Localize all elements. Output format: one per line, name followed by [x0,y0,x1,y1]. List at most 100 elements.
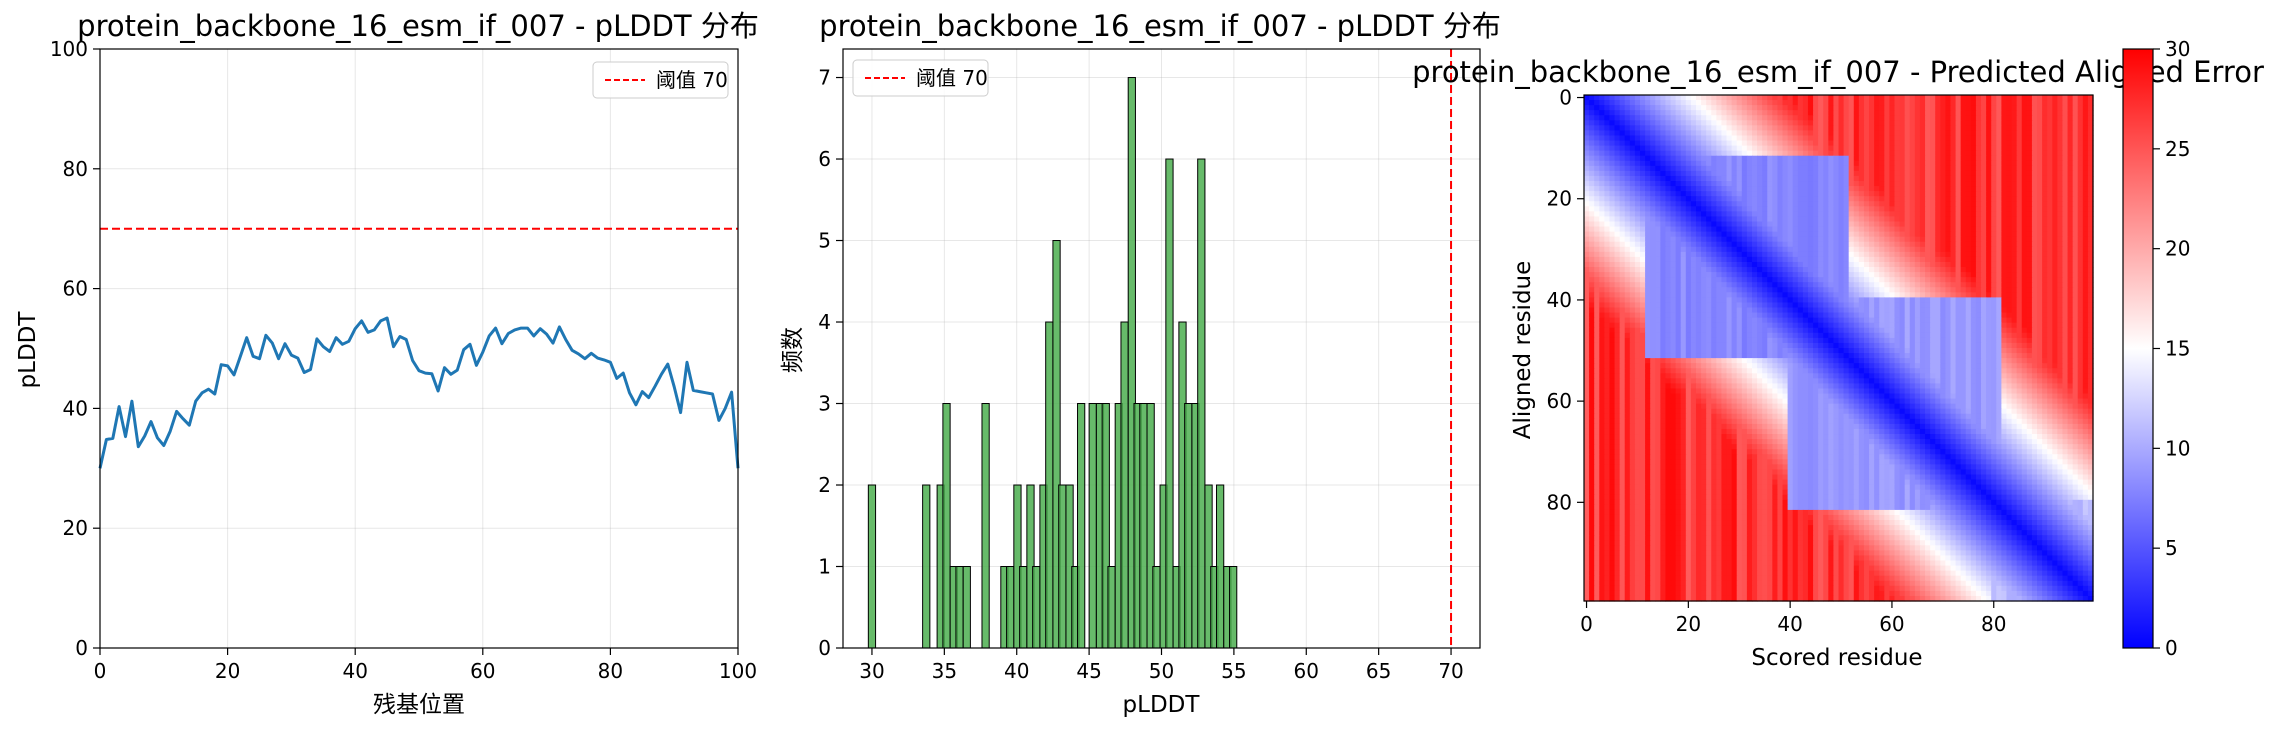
pae-heatmap-cell [1624,95,1631,101]
pae-heatmap-cell [2062,135,2069,142]
pae-heatmap-cell [1863,267,1870,273]
pae-heatmap-cell [2087,216,2094,223]
pae-heatmap-cell [1777,317,1784,324]
pae-heatmap-cell [2037,307,2043,314]
pae-heatmap-cell [1777,100,1784,106]
pae-heatmap-cell [1940,216,1946,223]
pae-heatmap-cell [1670,135,1677,142]
pae-heatmap-cell [1675,130,1682,137]
pae-heatmap-cell [1858,246,1865,253]
pae-heatmap-cell [1818,140,1824,147]
pae-heatmap-cell [1721,191,1728,197]
pae-heatmap-cell [1899,297,1906,304]
pae-heatmap-cell [1701,282,1707,288]
pae-heatmap-cell [1701,145,1707,152]
pae-heatmap-cell [1950,201,1957,207]
pae-heatmap-cell [2037,332,2043,339]
pae-heatmap-cell [1675,120,1682,126]
pae-heatmap-cell [1828,307,1835,314]
pae-heatmap-cell [1874,307,1880,314]
pae-heatmap-cell [2077,302,2084,309]
pae-heatmap-cell [1884,292,1890,298]
pae-heatmap-cell [1909,160,1916,167]
pae-heatmap-cell [1838,175,1845,182]
pae-heatmap-cell [1614,317,1621,324]
pae-heatmap-cell [1777,160,1784,167]
pae-heatmap-cell [1935,322,1941,329]
pae-heatmap-cell [2021,246,2028,253]
pae-heatmap-cell [2077,287,2084,293]
pae-heatmap-cell [1828,160,1835,167]
pae-heatmap-cell [1777,226,1784,233]
pae-heatmap-cell [1965,256,1972,263]
pae-heatmap-cell [2006,322,2013,329]
pae-heatmap-cell [1955,297,1962,304]
pae-heatmap-cell [1751,145,1758,152]
pae-heatmap-cell [1650,191,1656,197]
pae-heatmap-cell [1721,307,1728,314]
pae-heatmap-cell [1589,100,1595,106]
pae-heatmap-cell [2072,115,2079,121]
pae-heatmap-cell [1935,287,1941,293]
pae-heatmap-cell [1639,272,1646,278]
pae-heatmap-cell [1614,287,1621,293]
pae-heatmap-cell [1843,277,1850,283]
pae-heatmap-cell [1670,216,1677,223]
histogram-y-tick-label: 7 [818,66,831,90]
pae-heatmap-cell [2067,216,2074,223]
pae-heatmap-cell [1695,186,1702,192]
pae-heatmap-cell [1645,231,1651,238]
pae-heatmap-cell [1970,327,1977,334]
pae-heatmap-cell [1650,221,1656,228]
pae-heatmap-cell [1655,125,1661,132]
pae-heatmap-cell [1701,206,1707,212]
pae-heatmap-cell [1823,216,1829,223]
pae-heatmap-cell [1950,241,1957,248]
pae-heatmap-cell [2021,332,2028,339]
pae-heatmap-cell [1930,251,1936,258]
pae-heatmap-cell [1680,226,1687,233]
pae-heatmap-cell [1874,165,1880,172]
pae-heatmap-cell [1818,332,1824,339]
pae-heatmap-cell [1751,125,1758,132]
pae-heatmap-cell [1746,241,1753,248]
pae-heatmap-cell [1716,272,1723,278]
pae-heatmap-cell [1884,201,1890,207]
pae-heatmap-cell [1736,191,1743,197]
pae-heatmap-cell [2057,292,2064,298]
pae-heatmap-cell [1940,327,1946,334]
pae-heatmap-cell [1711,135,1717,142]
pae-heatmap-cell [1604,292,1611,298]
pae-heatmap-cell [1701,251,1707,258]
pae-heatmap-cell [1848,196,1855,202]
pae-heatmap-cell [1853,277,1860,283]
pae-heatmap-cell [1986,110,1992,116]
pae-heatmap-cell [1884,221,1890,228]
pae-heatmap-cell [1925,332,1931,339]
pae-heatmap-cell [1914,216,1921,223]
pae-heatmap-cell [1665,322,1672,329]
pae-heatmap-cell [1797,272,1804,278]
pae-heatmap-cell [2001,120,2008,126]
pae-heatmap-cell [1695,196,1702,202]
pae-heatmap-cell [1848,100,1855,106]
pae-heatmap-cell [2031,175,2038,182]
pae-heatmap-cell [1680,165,1687,172]
pae-heatmap-cell [1614,211,1621,218]
pae-heatmap-cell [1736,110,1743,116]
pae-heatmap-cell [1645,251,1651,258]
pae-heatmap-cell [1701,327,1707,334]
pae-heatmap-cell [1879,327,1885,334]
pae-heatmap-cell [1650,155,1656,162]
pae-heatmap-cell [1701,312,1707,319]
pae-heatmap-cell [1695,261,1702,268]
pae-heatmap-cell [2001,292,2008,298]
pae-heatmap-cell [1762,261,1768,268]
pae-heatmap-cell [1935,120,1941,126]
pae-heatmap-cell [1685,155,1692,162]
pae-heatmap-cell [1757,196,1763,202]
pae-heatmap-cell [1823,292,1829,298]
pae-heatmap-cell [1777,236,1784,243]
pae-heatmap-cell [1945,130,1952,137]
pae-heatmap-cell [1675,160,1682,167]
